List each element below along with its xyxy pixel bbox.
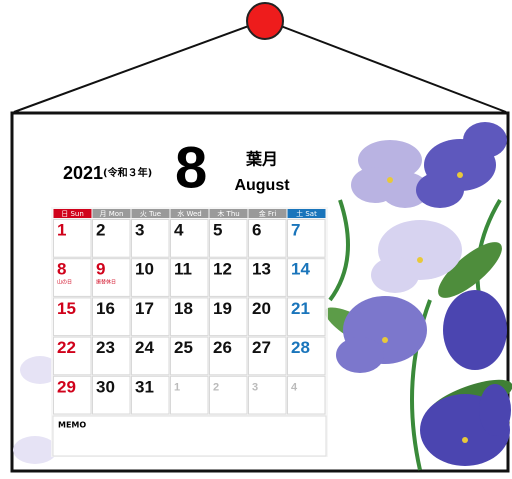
day-number: 5 [213, 220, 222, 239]
day-number: 24 [135, 338, 154, 357]
day-number: 9 [96, 260, 105, 279]
day-number: 21 [291, 299, 310, 318]
day-cell [131, 375, 170, 415]
weekday-header [209, 209, 248, 218]
day-number: 7 [291, 220, 300, 239]
day-number: 6 [252, 220, 261, 239]
day-number: 4 [174, 220, 184, 239]
day-cell [170, 297, 209, 337]
day-number: 12 [213, 260, 232, 279]
weekday-label: 土 Sat [296, 209, 317, 218]
day-number: 16 [96, 299, 115, 318]
day-note: 山の日 [57, 279, 72, 286]
day-number: 1 [57, 220, 66, 239]
day-cell [248, 297, 287, 337]
day-number: 3 [135, 220, 144, 239]
day-cell [53, 336, 92, 376]
pin [246, 2, 284, 40]
day-number: 31 [135, 377, 154, 396]
day-number: 25 [174, 338, 193, 357]
day-cell [92, 219, 131, 258]
day-number: 18 [174, 299, 193, 318]
memo-label: MEMO [58, 421, 86, 430]
day-number: 23 [96, 338, 115, 357]
string [264, 19, 507, 113]
day-number: 20 [252, 299, 271, 318]
day-cell [287, 258, 326, 297]
weekday-label: 金 Fri [259, 209, 277, 218]
day-cell [287, 336, 326, 376]
day-cell [92, 297, 131, 337]
day-cell [209, 375, 248, 415]
day-cell [170, 219, 209, 258]
month-jp: 葉月 [245, 150, 278, 169]
day-cell [131, 336, 170, 376]
day-cell [248, 219, 287, 258]
month-en: August [234, 177, 290, 194]
weekday-label: 月 Mon [100, 210, 124, 218]
day-cell [131, 258, 170, 297]
day-number: 4 [291, 382, 298, 394]
day-note: 振替休日 [96, 279, 116, 286]
weekday-header [248, 209, 287, 218]
day-number: 27 [252, 338, 271, 357]
day-cell [92, 375, 131, 415]
day-number: 8 [57, 260, 66, 279]
year: 2021 [63, 163, 103, 183]
day-cell [248, 336, 287, 376]
weekday-header [53, 209, 92, 218]
day-cell [209, 297, 248, 337]
weekday-header [287, 209, 326, 218]
day-cell [53, 219, 92, 258]
weekday-label: 木 Thu [217, 209, 239, 218]
day-number: 13 [252, 260, 271, 279]
day-number: 1 [174, 382, 180, 394]
day-cell [287, 375, 326, 415]
day-number: 3 [252, 382, 258, 394]
day-number: 2 [213, 382, 219, 394]
day-cell [170, 258, 209, 297]
day-cell [287, 297, 326, 337]
day-number: 28 [291, 338, 310, 357]
day-cell [92, 258, 131, 297]
day-cell [209, 258, 248, 297]
day-number: 11 [174, 260, 192, 279]
day-cell [92, 336, 131, 376]
day-cell [53, 297, 92, 337]
weekday-header [92, 209, 131, 218]
weekday-label: 火 Tue [140, 210, 161, 218]
weekday-header [131, 209, 170, 218]
day-cell [248, 375, 287, 415]
day-number: 26 [213, 338, 232, 357]
day-cell [209, 219, 248, 258]
day-cell [53, 258, 92, 297]
weekday-label: 日 Sun [61, 210, 84, 218]
weekday-label: 水 Wed [177, 209, 202, 218]
day-cell [287, 219, 326, 258]
month: 8 [175, 135, 207, 200]
memo-box [52, 415, 327, 457]
day-number: 17 [135, 299, 154, 318]
day-cell [131, 219, 170, 258]
day-cell [170, 375, 209, 415]
day-number: 14 [291, 260, 310, 279]
era: (令和３年) [103, 166, 152, 179]
day-cell [248, 258, 287, 297]
day-number: 19 [213, 299, 232, 318]
day-number: 22 [57, 338, 76, 357]
flowers [13, 122, 512, 471]
day-number: 10 [135, 260, 154, 279]
string [13, 19, 266, 113]
weekday-header [170, 209, 209, 218]
day-cell [170, 336, 209, 376]
day-number: 29 [57, 377, 76, 396]
day-number: 15 [57, 299, 76, 318]
day-cell [131, 297, 170, 337]
day-cell [53, 375, 92, 415]
day-number: 2 [96, 220, 105, 239]
day-cell [209, 336, 248, 376]
day-number: 30 [96, 377, 115, 396]
